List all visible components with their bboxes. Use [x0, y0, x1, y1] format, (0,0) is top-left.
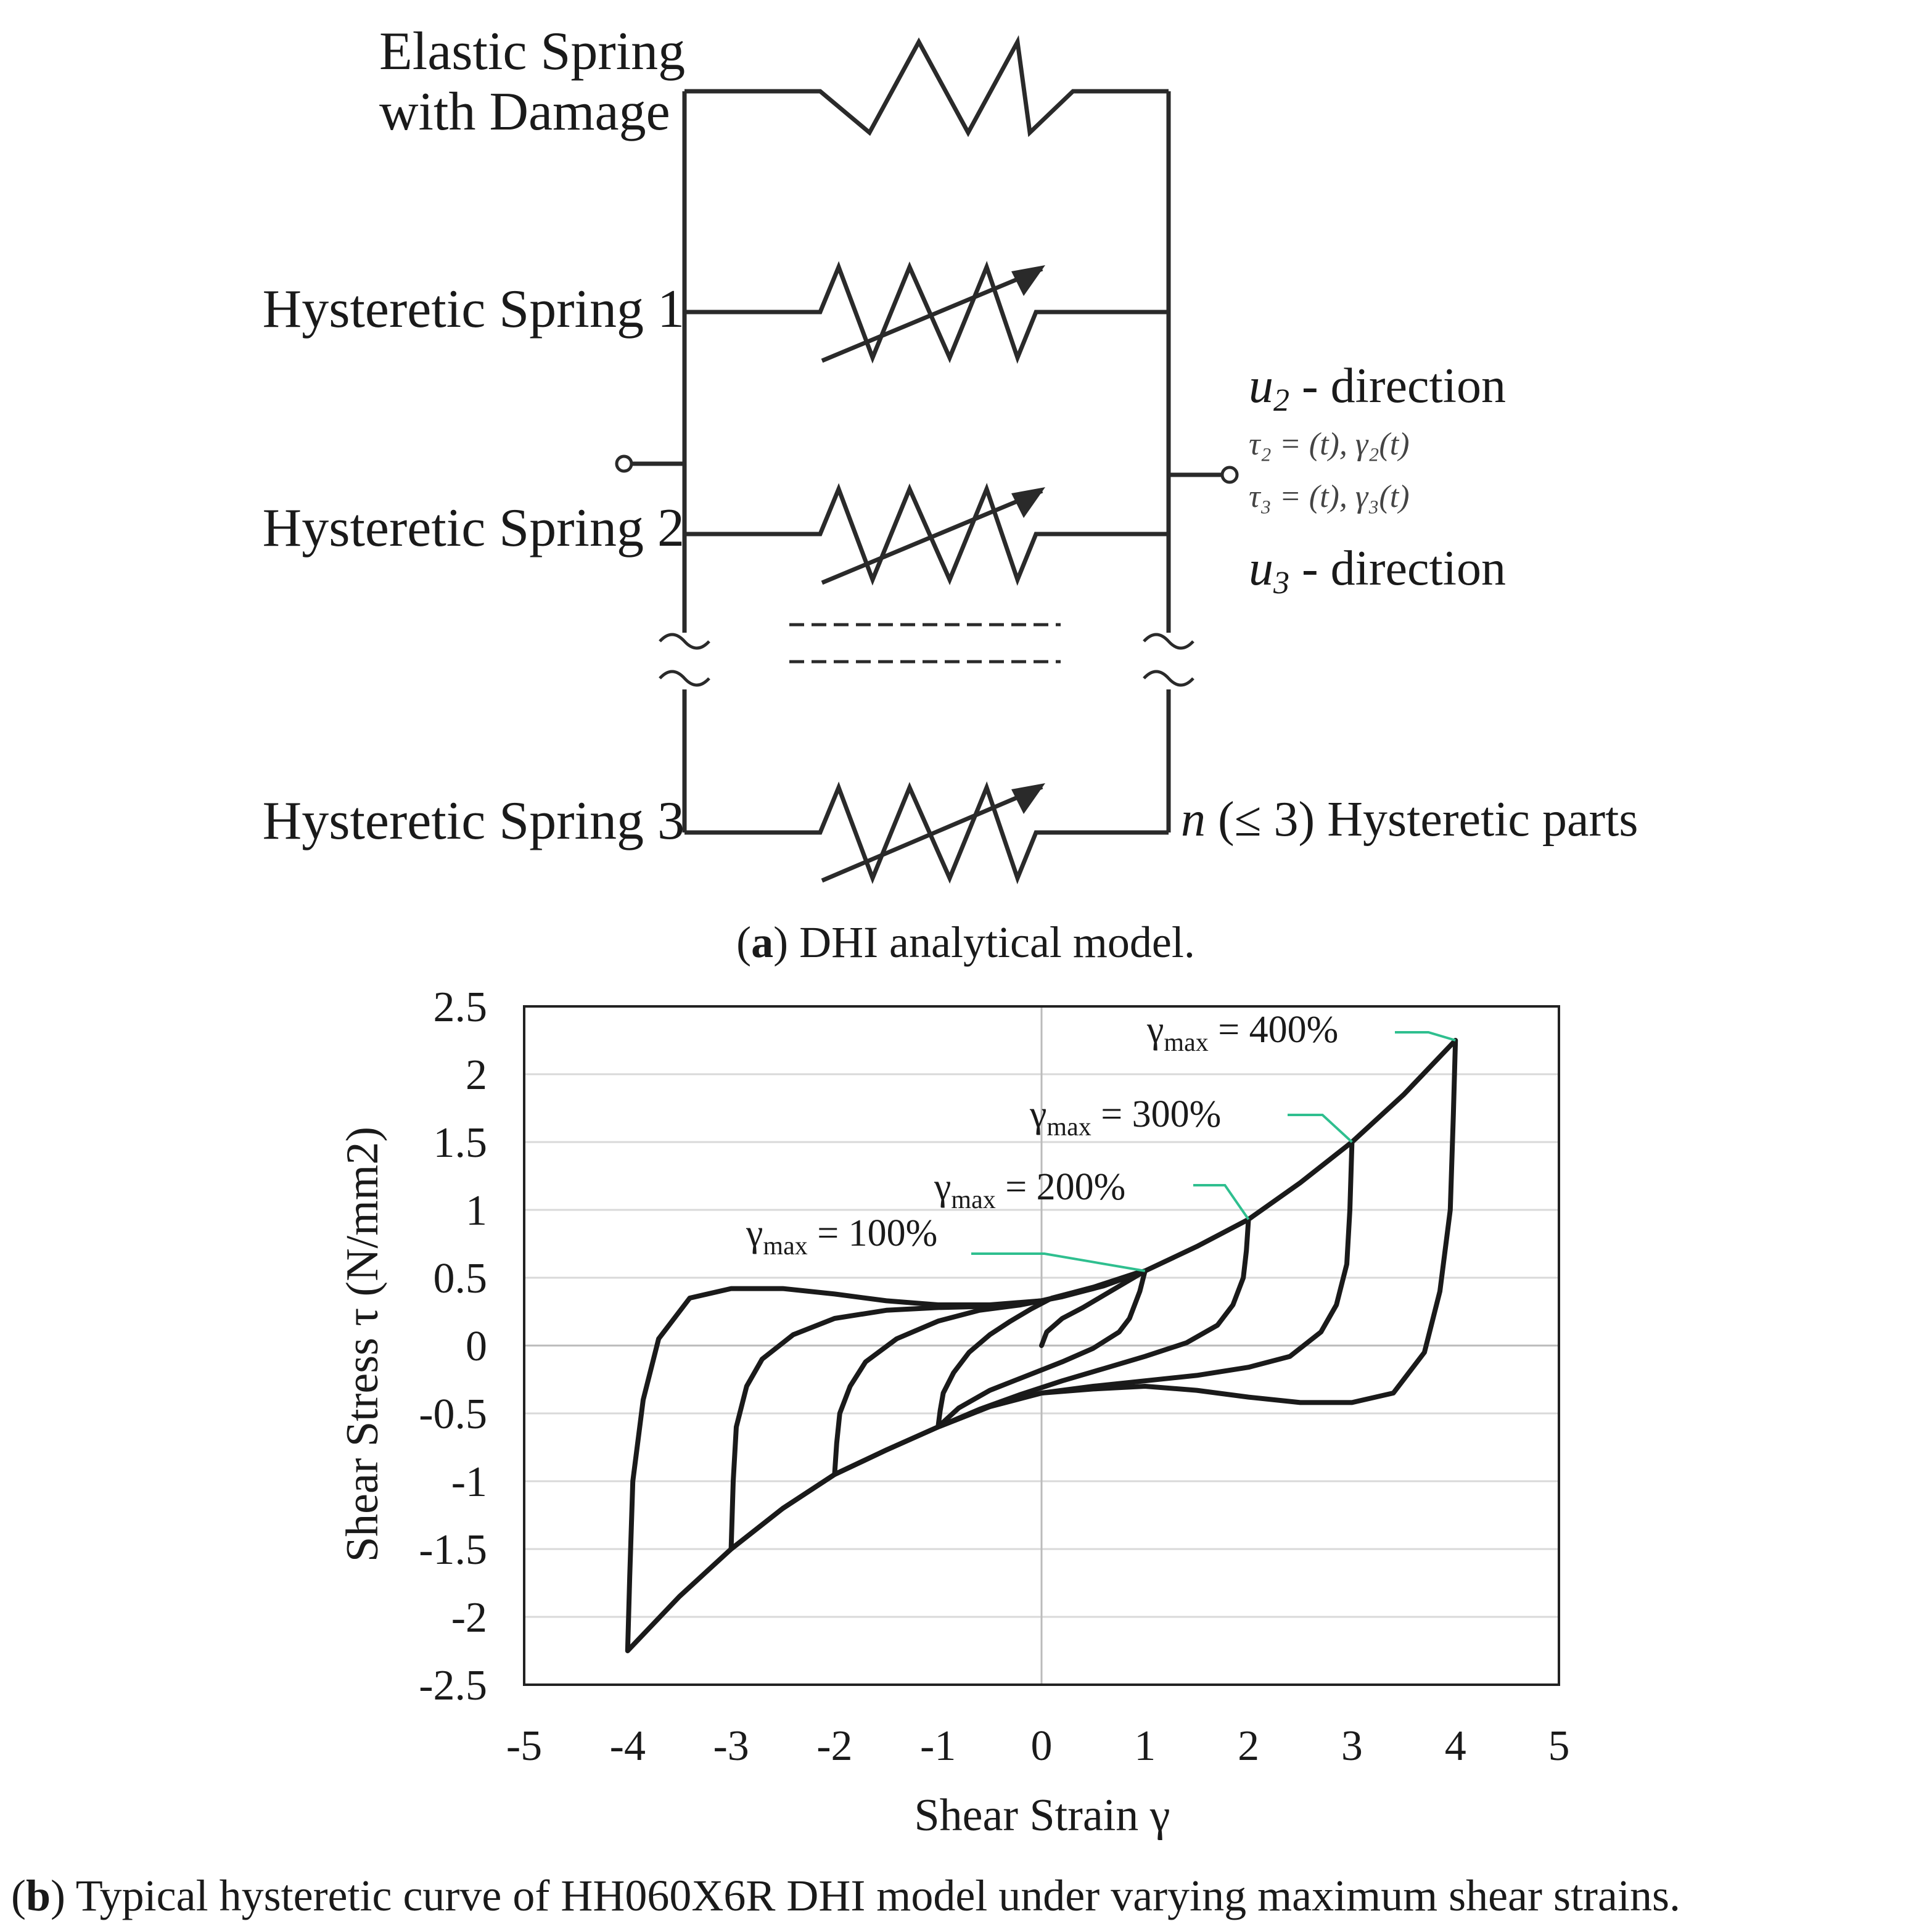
hysteretic-spring-3-label: Hysteretic Spring 3 — [263, 791, 684, 851]
x-tick-label: 5 — [1548, 1722, 1570, 1770]
left-terminal-node — [615, 454, 633, 473]
annotation-gamma-400: γmax = 400% — [1146, 1009, 1338, 1057]
y-tick-label: 0.5 — [434, 1255, 488, 1302]
ann-200-gamma: γ — [934, 1166, 951, 1208]
right-break-symbol — [1143, 633, 1194, 687]
caption-b-letter: b — [26, 1871, 51, 1920]
x-tick-label: 3 — [1341, 1722, 1363, 1770]
ann-300-sub: max — [1046, 1113, 1091, 1141]
part-a-labels: Elastic Spring with Damage Hysteretic Sp… — [263, 22, 1638, 967]
caption-b-open: ( — [11, 1871, 26, 1920]
series-loop-4 — [625, 1038, 1458, 1653]
caption-a-open: ( — [736, 918, 751, 967]
ann-100-gamma: γ — [746, 1212, 763, 1254]
hysteretic-spring-1-label: Hysteretic Spring 1 — [263, 279, 684, 339]
x-tick-label: 4 — [1445, 1722, 1466, 1770]
y-tick-label: 2 — [466, 1051, 487, 1099]
dhi-analytical-model-diagram — [615, 35, 1239, 885]
chart-series — [625, 1038, 1458, 1653]
u2-text: - direction — [1289, 359, 1506, 413]
x-tick-label: -5 — [506, 1722, 542, 1770]
y-tick-label: -2 — [451, 1594, 487, 1642]
y-tick-label: -1.5 — [419, 1526, 487, 1574]
x-tick-label: 0 — [1031, 1722, 1053, 1770]
annotation-gamma-300: γmax = 300% — [1029, 1093, 1221, 1141]
hysteretic-spring-1-arrow — [821, 266, 1043, 363]
ann-300-gamma: γ — [1029, 1093, 1046, 1135]
y-axis-title: Shear Stress τ (N/mm2) — [337, 1127, 388, 1562]
elastic-spring-label-line2: with Damage — [379, 82, 670, 142]
right-terminal-node — [1220, 466, 1239, 484]
n-symbol: n — [1181, 792, 1206, 847]
plot-frame — [523, 1005, 1560, 1686]
ann-400-gamma: γ — [1146, 1009, 1164, 1051]
hysteretic-curve-chart: 2.5 2 1.5 1 0.5 0 -0.5 -1 -1.5 -2 -2.5 -5 -4 -3 -2 -1 0… — [11, 984, 1680, 1920]
caption-a-letter: a — [751, 918, 773, 967]
y-tick-label: -2.5 — [419, 1662, 487, 1709]
hysteretic-spring-3-symbol — [684, 781, 1169, 885]
hysteretic-spring-2-symbol — [684, 483, 1169, 586]
ann-100-sub: max — [763, 1232, 807, 1260]
u2-symbol: u — [1249, 359, 1273, 413]
elastic-spring-label-line1: Elastic Spring — [379, 22, 685, 81]
caption-b-text: ) Typical hysteretic curve of HH060X6R D… — [51, 1871, 1680, 1920]
x-tick-label: -4 — [610, 1722, 646, 1770]
leader-line-2 — [1193, 1184, 1250, 1220]
left-break-symbol — [659, 633, 710, 687]
x-tick-label: 1 — [1134, 1722, 1156, 1770]
tau3-equation: τ₃ = (t), γ₃(t) — [1249, 479, 1410, 514]
hysteretic-spring-2-arrowhead — [1011, 487, 1045, 518]
u2-subscript: 2 — [1273, 383, 1289, 418]
leader-line-1 — [971, 1252, 1146, 1272]
x-tick-labels: -5 -4 -3 -2 -1 0 1 2 3 4 5 — [506, 1722, 1570, 1770]
ann-100-value: = 100% — [808, 1212, 938, 1254]
ann-300-value: = 300% — [1091, 1093, 1222, 1135]
ann-200-value: = 200% — [996, 1166, 1126, 1208]
annotation-leaders — [971, 1031, 1456, 1272]
caption-a-text: ) DHI analytical model. — [773, 918, 1195, 967]
hysteretic-spring-2-label: Hysteretic Spring 2 — [263, 498, 684, 558]
y-tick-label: 0 — [466, 1323, 487, 1370]
hysteretic-parts-label: n (≤ 3) Hysteretic parts — [1181, 792, 1638, 847]
y-tick-label: 2.5 — [434, 984, 488, 1031]
ann-200-sub: max — [951, 1186, 995, 1214]
x-tick-label: 2 — [1238, 1722, 1259, 1770]
x-tick-label: -3 — [713, 1722, 749, 1770]
ann-400-sub: max — [1164, 1029, 1208, 1057]
n-text: (≤ 3) Hysteretic parts — [1206, 792, 1638, 847]
u3-symbol: u — [1249, 541, 1273, 596]
u2-direction-label: u2 - direction — [1249, 359, 1506, 418]
caption-b: (b) Typical hysteretic curve of HH060X6R… — [11, 1871, 1680, 1920]
x-tick-label: -2 — [816, 1722, 852, 1770]
hysteretic-spring-1-arrowhead — [1011, 265, 1045, 296]
y-tick-label: 1 — [466, 1187, 487, 1235]
leader-line-3 — [1288, 1114, 1353, 1143]
tau2-equation: τ₂ = (t), γ₂(t) — [1249, 427, 1410, 462]
caption-a: (a) DHI analytical model. — [736, 918, 1195, 967]
hysteretic-spring-3-arrowhead — [1011, 783, 1045, 814]
x-tick-label: -1 — [920, 1722, 956, 1770]
hysteretic-spring-1-symbol — [684, 261, 1169, 364]
ann-400-value: = 400% — [1209, 1009, 1339, 1051]
y-tick-label: 1.5 — [434, 1119, 488, 1167]
y-tick-label: -1 — [451, 1458, 487, 1506]
hysteretic-spring-3-arrow — [821, 784, 1043, 883]
annotation-gamma-200: γmax = 200% — [934, 1166, 1125, 1214]
y-tick-label: -0.5 — [419, 1391, 487, 1438]
x-axis-title: Shear Strain γ — [915, 1790, 1170, 1841]
y-tick-labels: 2.5 2 1.5 1 0.5 0 -0.5 -1 -1.5 -2 -2.5 — [419, 984, 487, 1709]
u3-subscript: 3 — [1273, 565, 1289, 601]
annotation-gamma-100: γmax = 100% — [746, 1212, 937, 1260]
hysteretic-spring-2-arrow — [821, 488, 1043, 585]
u3-direction-label: u3 - direction — [1249, 541, 1506, 601]
leader-line-4 — [1395, 1031, 1456, 1042]
u3-text: - direction — [1289, 541, 1506, 596]
elastic-spring-symbol — [684, 35, 1169, 138]
